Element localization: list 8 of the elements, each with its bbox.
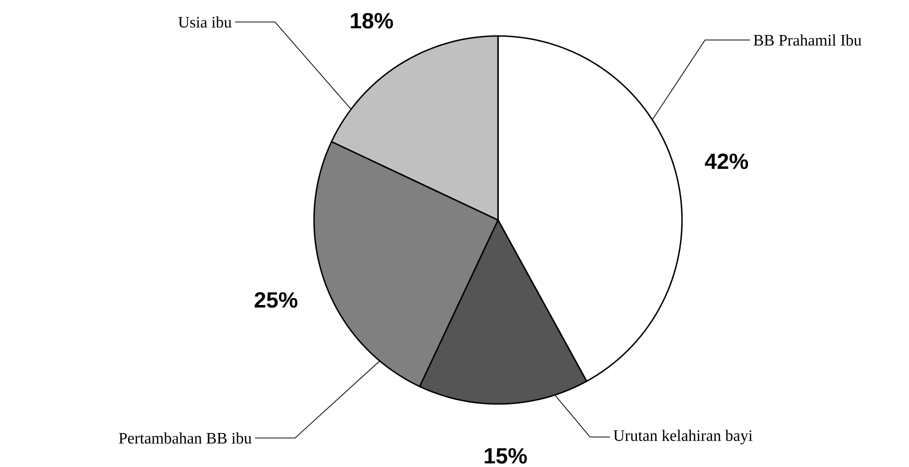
data-label: 25% — [254, 292, 298, 308]
slice-label: Urutan kelahiran bayi — [614, 430, 752, 444]
data-label: 42% — [704, 154, 748, 170]
slice-label: Pertambahan BB ibu — [118, 432, 252, 444]
slice-label: BB Prahamil Ibu — [754, 34, 862, 46]
data-label: 15% — [484, 448, 527, 464]
slice-label: Usia ibu — [178, 16, 232, 28]
data-label: 18% — [350, 12, 393, 29]
